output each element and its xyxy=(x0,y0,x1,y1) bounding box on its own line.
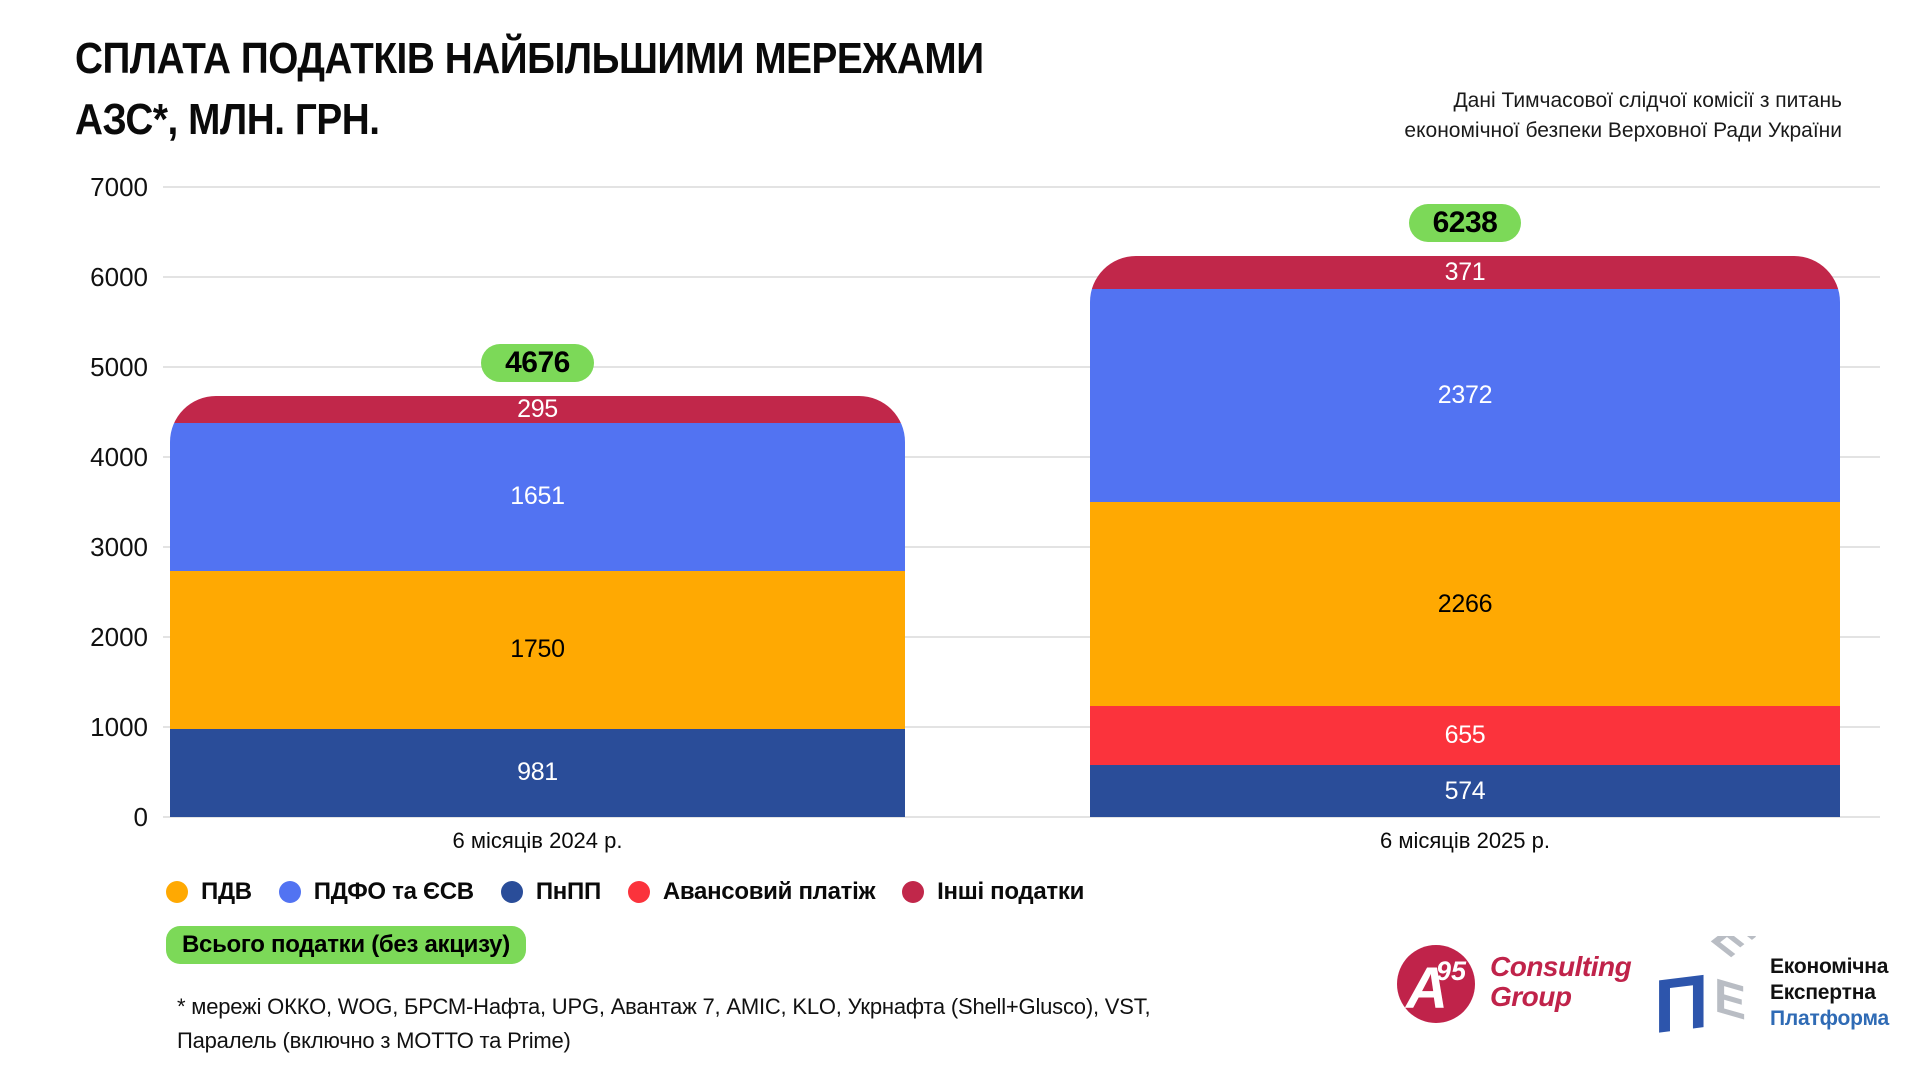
footnote: * мережі ОККО, WOG, БРСМ-Нафта, UPG, Ава… xyxy=(177,990,1151,1058)
legend-label-advance-payment: Авансовий платіж xyxy=(662,878,876,905)
gridline-0 xyxy=(163,816,1880,818)
legend-label-other-taxes: Інші податки xyxy=(937,878,1085,905)
eep-text-line2: Експертна xyxy=(1770,981,1876,1004)
footnote-line1: * мережі ОККО, WOG, БРСМ-Нафта, UPG, Ава… xyxy=(177,994,1151,1019)
eep-logo-text: Економічна Експертна Платформа xyxy=(1770,954,1889,1032)
bar-2024: 981 1750 1651 295 xyxy=(170,396,905,817)
page-title: СПЛАТА ПОДАТКІВ НАЙБІЛЬШИМИ МЕРЕЖАМИ АЗС… xyxy=(75,28,1108,150)
x-axis-label-2024: 6 місяців 2024 р. xyxy=(452,828,623,853)
segment-value-pnpp-2025: 574 xyxy=(1444,776,1486,805)
segment-pnpp-2024: 981 xyxy=(170,728,905,817)
segment-value-pdv-2024: 1750 xyxy=(510,635,565,664)
segment-value-other-taxes-2024: 295 xyxy=(517,396,558,423)
legend-label-pdv: ПДВ xyxy=(201,878,252,905)
total-badge-2024: 4676 xyxy=(481,344,594,383)
gridline-3000 xyxy=(163,546,1880,548)
legend-item-pdfo-esv: ПДФО та ЄСВ xyxy=(278,878,474,906)
svg-text:Е: Е xyxy=(1714,969,1746,1031)
a95-logo-icon: А 95 xyxy=(1397,945,1475,1023)
legend-dot-advance-payment xyxy=(627,881,650,903)
gridline-7000 xyxy=(163,186,1880,188)
svg-text:А: А xyxy=(1404,956,1448,1021)
economic-expert-platform-logo: Е Е П Економічна Експертна Платформа xyxy=(1648,936,1889,1048)
a95-text-line1: Consulting xyxy=(1490,951,1632,982)
segment-value-pdfo-esv-2024: 1651 xyxy=(510,482,565,511)
total-badge-wrap-2025: 6238 xyxy=(1090,203,1840,242)
segment-pdfo-esv-2024: 1651 xyxy=(170,422,905,572)
segment-pdfo-esv-2025: 2372 xyxy=(1090,289,1840,503)
footnote-line2: Паралель (включно з МОТТО та Prime) xyxy=(177,1028,571,1053)
legend-item-other-taxes: Інші податки xyxy=(902,878,1084,906)
legend-dot-other-taxes xyxy=(902,881,925,903)
segment-value-pdfo-esv-2025: 2372 xyxy=(1437,381,1493,410)
y-axis-tick-6000: 6000 xyxy=(90,262,148,292)
a95-logo-text: Consulting Group xyxy=(1490,951,1632,1012)
segment-pdv-2024: 1750 xyxy=(170,571,905,729)
gridline-5000 xyxy=(163,366,1880,368)
x-axis-label-2025: 6 місяців 2025 р. xyxy=(1380,828,1550,853)
a95-consulting-group-logo: А 95 Consulting Group xyxy=(1396,944,1632,1024)
eep-cube-icon: Е Е П xyxy=(1654,936,1760,1048)
y-axis-tick-2000: 2000 xyxy=(90,622,148,652)
legend-item-advance-payment: Авансовий платіж xyxy=(627,878,876,906)
total-badge-2025: 6238 xyxy=(1408,203,1522,242)
a95-text-line2: Group xyxy=(1490,981,1572,1012)
legend-dot-pdv xyxy=(166,881,188,903)
y-axis-tick-0: 0 xyxy=(133,802,148,832)
page-title-line2: АЗС*, МЛН. ГРН. xyxy=(75,95,380,144)
segment-value-advance-payment-2025: 655 xyxy=(1444,721,1486,750)
segment-value-other-taxes-2025: 371 xyxy=(1444,257,1486,286)
bar-2025: 574 655 2266 2372 371 xyxy=(1090,255,1840,817)
eep-text-line3: Платформа xyxy=(1770,1007,1890,1030)
gridline-4000 xyxy=(163,456,1880,458)
segment-pdv-2025: 2266 xyxy=(1090,502,1840,707)
eep-text-line1: Економічна xyxy=(1770,955,1889,978)
y-axis-tick-4000: 4000 xyxy=(90,442,148,472)
gridline-2000 xyxy=(163,636,1880,638)
source-note: Дані Тимчасової слідчої комісії з питань… xyxy=(1404,86,1842,146)
total-badge-legend: Всього податки (без акцизу) xyxy=(166,926,526,964)
y-axis-tick-5000: 5000 xyxy=(90,352,148,382)
segment-other-taxes-2025: 371 xyxy=(1090,255,1840,289)
svg-text:Е: Е xyxy=(1700,936,1760,965)
segment-other-taxes-2024: 295 xyxy=(170,396,905,423)
segment-value-pdv-2025: 2266 xyxy=(1437,589,1493,618)
legend-item-pdv: ПДВ xyxy=(166,878,252,906)
page-title-line1: СПЛАТА ПОДАТКІВ НАЙБІЛЬШИМИ МЕРЕЖАМИ xyxy=(75,34,984,83)
gridline-1000 xyxy=(163,726,1880,728)
legend-dot-pnpp xyxy=(500,881,523,903)
legend-item-pnpp: ПнПП xyxy=(500,878,601,906)
svg-text:П: П xyxy=(1654,959,1709,1048)
gridline-6000 xyxy=(163,276,1880,278)
segment-advance-payment-2025: 655 xyxy=(1090,706,1840,766)
legend-label-pnpp: ПнПП xyxy=(535,878,601,905)
legend-dot-pdfo-esv xyxy=(278,881,301,903)
y-axis-tick-7000: 7000 xyxy=(90,172,148,202)
y-axis-tick-3000: 3000 xyxy=(90,532,148,562)
segment-value-pnpp-2024: 981 xyxy=(517,758,558,787)
segment-pnpp-2025: 574 xyxy=(1090,765,1840,817)
legend-label-pdfo-esv: ПДФО та ЄСВ xyxy=(313,878,474,905)
total-badge-wrap-2024: 4676 xyxy=(170,344,905,383)
y-axis-tick-1000: 1000 xyxy=(90,712,148,742)
chart-legend: ПДВ ПДФО та ЄСВ ПнПП Авансовий платіж Інші п… xyxy=(166,878,1084,906)
source-note-line1: Дані Тимчасової слідчої комісії з питань xyxy=(1453,89,1842,112)
svg-text:95: 95 xyxy=(1436,956,1467,986)
source-note-line2: економічної безпеки Верховної Ради Украї… xyxy=(1404,119,1842,142)
